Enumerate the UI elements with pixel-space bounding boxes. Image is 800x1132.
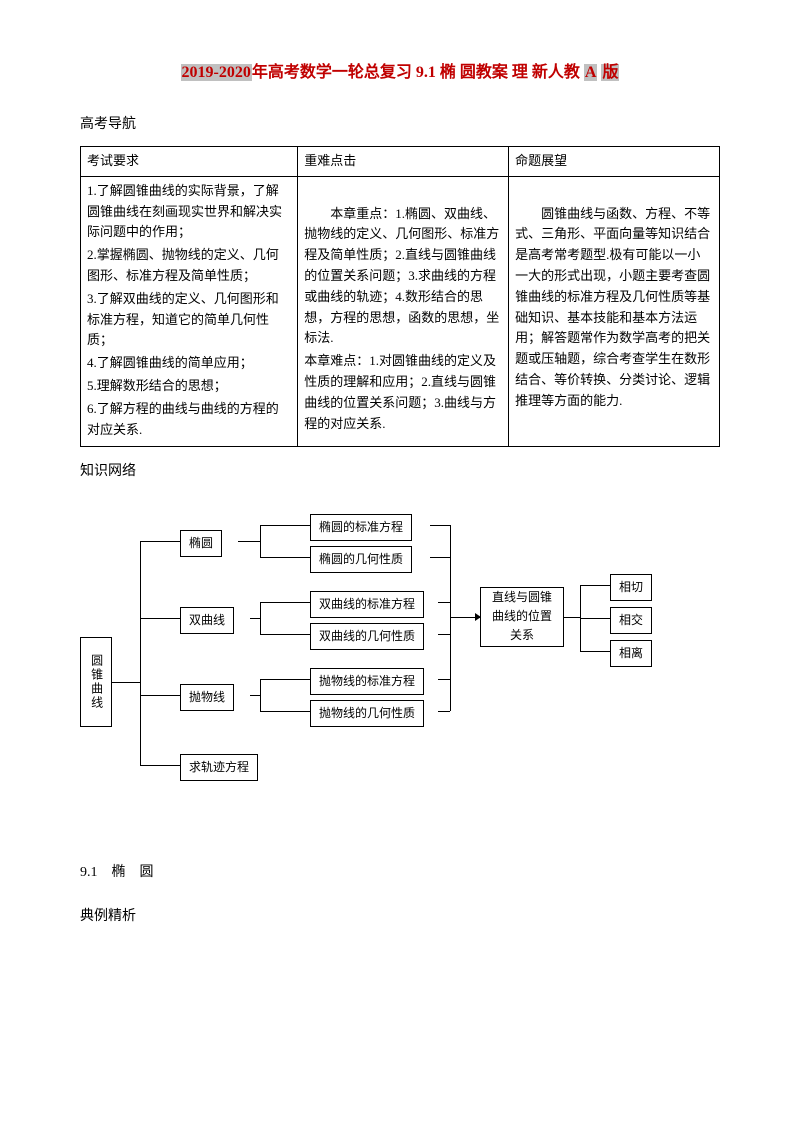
req-item: 1.了解圆锥曲线的实际背景，了解圆锥曲线在刻画现实世界和解决实际问题中的作用； [87, 181, 291, 243]
node-hyperbola: 双曲线 [180, 607, 234, 634]
connector [260, 525, 310, 526]
connector [260, 634, 310, 635]
connector [580, 618, 610, 619]
connector [140, 765, 180, 766]
outlook-item: 圆锥曲线与函数、方程、不等式、三角形、平面向量等知识结合是高考常考题型.极有可能… [515, 204, 713, 412]
th-kaoshiyaoqiu: 考试要求 [81, 146, 298, 176]
connector [112, 682, 140, 683]
connector [260, 602, 261, 634]
connector [260, 525, 261, 557]
connector [260, 679, 261, 711]
req-item: 3.了解双曲线的定义、几何图形和标准方程，知道它的简单几何性质； [87, 289, 291, 351]
connector [140, 541, 141, 765]
req-item: 4.了解圆锥曲线的简单应用； [87, 353, 291, 374]
section-zhishiwangluo: 知识网络 [80, 461, 720, 483]
node-para-prop: 抛物线的几何性质 [310, 700, 424, 727]
connector [438, 634, 450, 635]
knowledge-flowchart: 圆锥曲线 椭圆 双曲线 抛物线 求轨迹方程 椭圆的标准方程 椭圆的几何性质 双曲… [80, 502, 720, 802]
node-root: 圆锥曲线 [80, 637, 112, 727]
arrow-icon [475, 613, 481, 621]
connector [238, 541, 260, 542]
page-title: 2019-2020年高考数学一轮总复习 9.1 椭 圆教案 理 新人教 A 版 [80, 60, 720, 86]
node-intersect: 相交 [610, 607, 652, 634]
title-main: 年高考数学一轮总复习 9.1 椭 圆教案 理 新人教 [252, 64, 580, 81]
connector [438, 602, 450, 603]
node-ellipse-prop: 椭圆的几何性质 [310, 546, 412, 573]
connector [250, 618, 260, 619]
node-ellipse-eq: 椭圆的标准方程 [310, 514, 412, 541]
node-parabola: 抛物线 [180, 684, 234, 711]
td-requirements: 1.了解圆锥曲线的实际背景，了解圆锥曲线在刻画现实世界和解决实际问题中的作用； … [81, 176, 298, 447]
title-year: 2019-2020 [181, 64, 252, 81]
node-trajectory: 求轨迹方程 [180, 754, 258, 781]
table-row: 1.了解圆锥曲线的实际背景，了解圆锥曲线在刻画现实世界和解决实际问题中的作用； … [81, 176, 720, 447]
connector [140, 541, 180, 542]
connector [580, 585, 610, 586]
th-zhongnandianji: 重难点击 [298, 146, 509, 176]
document-page: 2019-2020年高考数学一轮总复习 9.1 椭 圆教案 理 新人教 A 版 … [0, 0, 800, 1132]
connector [430, 525, 450, 526]
table-row: 考试要求 重难点击 命题展望 [81, 146, 720, 176]
kp-item: 本章难点：1.对圆锥曲线的定义及性质的理解和应用；2.直线与圆锥曲线的位置关系问… [304, 351, 502, 434]
th-mingtizhanwang: 命题展望 [509, 146, 720, 176]
section-91: 9.1 椭 圆 [80, 862, 720, 884]
section-dianli: 典例精析 [80, 906, 720, 928]
requirements-table: 考试要求 重难点击 命题展望 1.了解圆锥曲线的实际背景，了解圆锥曲线在刻画现实… [80, 146, 720, 447]
title-ban: 版 [601, 64, 619, 81]
td-outlook: 圆锥曲线与函数、方程、不等式、三角形、平面向量等知识结合是高考常考题型.极有可能… [509, 176, 720, 447]
node-hyper-prop: 双曲线的几何性质 [310, 623, 424, 650]
req-item: 2.掌握椭圆、抛物线的定义、几何图形、标准方程及简单性质； [87, 245, 291, 287]
node-relation: 直线与圆锥曲线的位置关系 [480, 587, 564, 647]
connector [564, 617, 580, 618]
title-a: A [584, 64, 598, 81]
node-ellipse: 椭圆 [180, 530, 222, 557]
connector [438, 679, 450, 680]
td-keypoints: 本章重点：1.椭圆、双曲线、抛物线的定义、几何图形、标准方程及简单性质；2.直线… [298, 176, 509, 447]
connector [260, 711, 310, 712]
node-separate: 相离 [610, 640, 652, 667]
connector [140, 695, 180, 696]
connector [450, 525, 451, 711]
node-hyper-eq: 双曲线的标准方程 [310, 591, 424, 618]
connector [430, 557, 450, 558]
node-para-eq: 抛物线的标准方程 [310, 668, 424, 695]
connector [438, 711, 450, 712]
connector [580, 651, 610, 652]
kp-item: 本章重点：1.椭圆、双曲线、抛物线的定义、几何图形、标准方程及简单性质；2.直线… [304, 204, 502, 350]
connector [250, 695, 260, 696]
connector [260, 557, 310, 558]
connector [260, 602, 310, 603]
connector [260, 679, 310, 680]
connector [140, 618, 180, 619]
req-item: 6.了解方程的曲线与曲线的方程的对应关系. [87, 399, 291, 441]
req-item: 5.理解数形结合的思想； [87, 376, 291, 397]
section-gaokaodaohang: 高考导航 [80, 114, 720, 136]
node-tangent: 相切 [610, 574, 652, 601]
